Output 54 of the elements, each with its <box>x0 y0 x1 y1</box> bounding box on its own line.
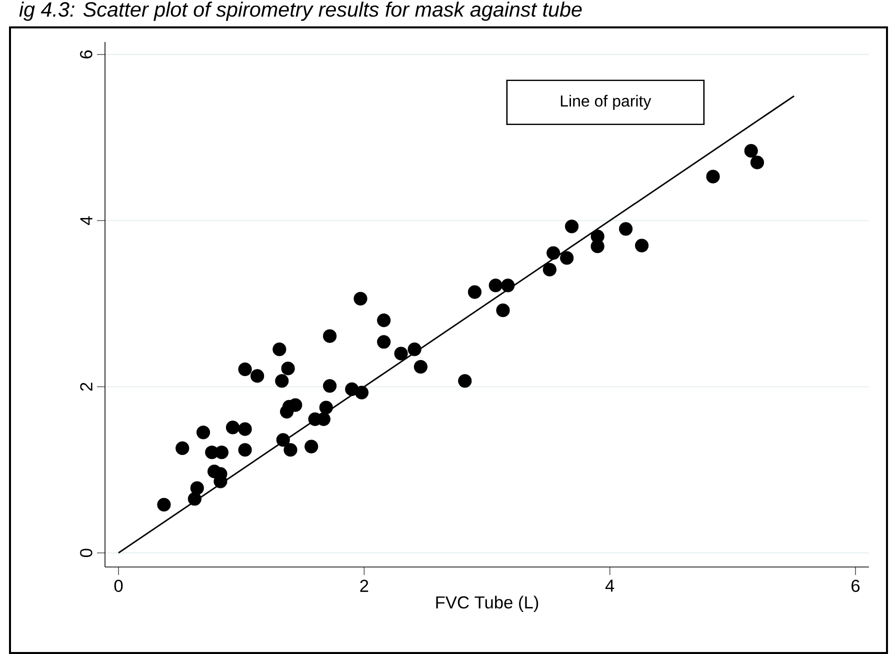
point <box>542 262 556 276</box>
point <box>176 441 190 456</box>
text: Line of parity <box>560 94 652 110</box>
point <box>619 222 633 236</box>
x-tick-label: 2 <box>360 580 368 592</box>
point <box>744 144 758 158</box>
point <box>546 246 560 260</box>
point <box>226 420 240 434</box>
point <box>706 170 720 184</box>
y-tick-label: 2 <box>80 382 92 391</box>
point <box>275 374 289 388</box>
point <box>188 492 202 506</box>
point <box>190 481 204 495</box>
x-tick-label: 6 <box>852 580 860 592</box>
point <box>501 278 515 292</box>
point <box>590 240 604 254</box>
y-tick-label: 0 <box>80 548 92 558</box>
point <box>414 360 428 374</box>
point <box>560 251 574 265</box>
point <box>196 426 210 440</box>
point <box>238 362 252 376</box>
point <box>458 374 472 388</box>
point <box>250 369 264 383</box>
point <box>276 433 290 447</box>
point <box>288 398 302 412</box>
point <box>408 342 422 356</box>
y-tick-label: 4 <box>80 216 92 226</box>
chart-title: ig 4.3: Scatter plot of spirometry results for mask against tube <box>19 2 582 21</box>
point <box>377 313 391 328</box>
point <box>488 278 502 292</box>
point <box>750 156 764 170</box>
point <box>634 238 649 252</box>
point <box>157 498 171 512</box>
y-tick-label: 6 <box>80 50 92 58</box>
point <box>496 304 510 318</box>
x-tick-label: 0 <box>114 580 123 592</box>
point <box>564 220 579 234</box>
point <box>377 335 391 349</box>
point <box>394 346 408 360</box>
point <box>322 329 337 343</box>
point <box>304 440 318 454</box>
point <box>238 422 252 436</box>
point <box>284 443 298 457</box>
point <box>354 292 368 306</box>
x-tick-label: 4 <box>605 580 614 592</box>
point <box>214 446 228 460</box>
point <box>468 285 482 299</box>
x-axis-title: FVC Tube (L) <box>436 596 538 612</box>
point <box>322 379 337 393</box>
point <box>354 386 369 400</box>
point <box>281 362 295 376</box>
point <box>319 400 333 414</box>
point <box>238 443 252 457</box>
point <box>272 342 286 356</box>
